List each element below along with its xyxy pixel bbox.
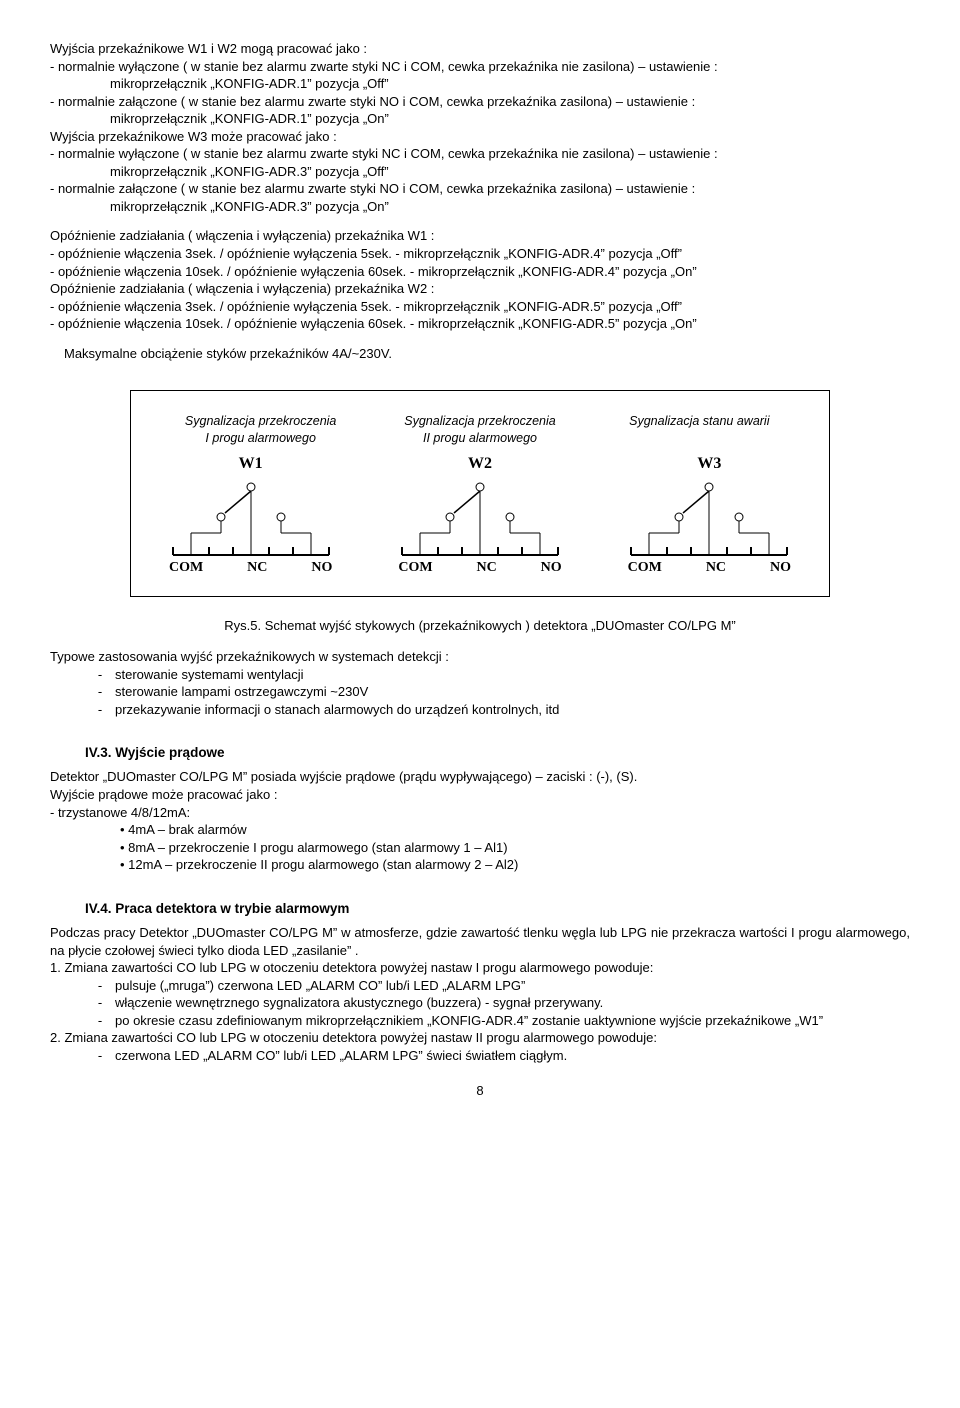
section-heading-iv3: IV.3. Wyjście prądowe bbox=[50, 744, 910, 762]
list-item: pulsuje („mruga”) czerwona LED „ALARM CO… bbox=[115, 978, 525, 993]
text: 2. Zmiana zawartości CO lub LPG w otocze… bbox=[50, 1029, 910, 1047]
terminal-nc: NC bbox=[247, 559, 267, 578]
terminal-nc: NC bbox=[476, 559, 496, 578]
diagram-label-3: Sygnalizacja stanu awarii bbox=[590, 413, 809, 447]
list-item: czerwona LED „ALARM CO” lub/i LED „ALARM… bbox=[115, 1048, 567, 1063]
relay-schematic-icon bbox=[390, 477, 570, 557]
text: - opóźnienie włączenia 10sek. / opóźnien… bbox=[50, 263, 910, 281]
list-item: sterowanie systemami wentylacji bbox=[115, 667, 304, 682]
text: 1. Zmiana zawartości CO lub LPG w otocze… bbox=[50, 959, 910, 977]
text: Sygnalizacja stanu awarii bbox=[629, 414, 769, 428]
relay-title: W2 bbox=[380, 453, 579, 475]
terminal-com: COM bbox=[398, 559, 432, 578]
typical-list: sterowanie systemami wentylacji sterowan… bbox=[50, 666, 910, 719]
list-item: przekazywanie informacji o stanach alarm… bbox=[115, 702, 559, 717]
text: Wyjścia przekaźnikowe W3 może pracować j… bbox=[50, 128, 910, 146]
relay-schematic-icon bbox=[619, 477, 799, 557]
text: - normalnie wyłączone ( w stanie bez ala… bbox=[50, 58, 910, 76]
alarm2-list: czerwona LED „ALARM CO” lub/i LED „ALARM… bbox=[50, 1047, 910, 1065]
text: - opóźnienie włączenia 10sek. / opóźnien… bbox=[50, 315, 910, 333]
diagram-label-2: Sygnalizacja przekroczenia II progu alar… bbox=[370, 413, 589, 447]
relay-w1: W1 COM bbox=[151, 453, 350, 577]
list-item: 8mA – przekroczenie I progu alarmowego (… bbox=[128, 840, 507, 855]
delay-config-text: Opóźnienie zadziałania ( włączenia i wył… bbox=[50, 227, 910, 332]
figure-caption: Rys.5. Schemat wyjść stykowych (przekaźn… bbox=[50, 617, 910, 635]
alarm1-list: pulsuje („mruga”) czerwona LED „ALARM CO… bbox=[50, 977, 910, 1030]
relay-title: W1 bbox=[151, 453, 350, 475]
text: Wyjście prądowe może pracować jako : bbox=[50, 786, 910, 804]
relay-config-text: Wyjścia przekaźnikowe W1 i W2 mogą praco… bbox=[50, 40, 910, 215]
terminal-com: COM bbox=[628, 559, 662, 578]
list-item: sterowanie lampami ostrzegawczymi ~230V bbox=[115, 684, 368, 699]
text: - normalnie wyłączone ( w stanie bez ala… bbox=[50, 145, 910, 163]
text: mikroprzełącznik „KONFIG-ADR.1” pozycja … bbox=[50, 75, 910, 93]
text: I progu alarmowego bbox=[205, 431, 315, 445]
relay-title: W3 bbox=[610, 453, 809, 475]
terminal-com: COM bbox=[169, 559, 203, 578]
text: Opóźnienie zadziałania ( włączenia i wył… bbox=[50, 280, 910, 298]
list-item: po okresie czasu zdefiniowanym mikroprze… bbox=[115, 1013, 823, 1028]
text: - opóźnienie włączenia 3sek. / opóźnieni… bbox=[50, 298, 910, 316]
terminal-no: NO bbox=[311, 559, 332, 578]
text: Detektor „DUOmaster CO/LPG M” posiada wy… bbox=[50, 768, 910, 786]
text: mikroprzełącznik „KONFIG-ADR.3” pozycja … bbox=[50, 198, 910, 216]
text: Podczas pracy Detektor „DUOmaster CO/LPG… bbox=[50, 924, 910, 959]
text: - normalnie załączone ( w stanie bez ala… bbox=[50, 93, 910, 111]
text: mikroprzełącznik „KONFIG-ADR.3” pozycja … bbox=[50, 163, 910, 181]
max-load-text: Maksymalne obciążenie styków przekaźnikó… bbox=[64, 345, 910, 363]
list-item: 4mA – brak alarmów bbox=[128, 822, 247, 837]
list-item: 12mA – przekroczenie II progu alarmowego… bbox=[128, 857, 518, 872]
relay-w2: W2 COM bbox=[380, 453, 579, 577]
text: Opóźnienie zadziałania ( włączenia i wył… bbox=[50, 227, 910, 245]
diagram-label-1: Sygnalizacja przekroczenia I progu alarm… bbox=[151, 413, 370, 447]
terminal-nc: NC bbox=[706, 559, 726, 578]
terminal-no: NO bbox=[770, 559, 791, 578]
list-item: włączenie wewnętrznego sygnalizatora aku… bbox=[115, 995, 603, 1010]
text: - normalnie załączone ( w stanie bez ala… bbox=[50, 180, 910, 198]
text: mikroprzełącznik „KONFIG-ADR.1” pozycja … bbox=[50, 110, 910, 128]
text: Sygnalizacja przekroczenia bbox=[185, 414, 336, 428]
text: II progu alarmowego bbox=[423, 431, 537, 445]
page-number: 8 bbox=[50, 1082, 910, 1100]
current-states-list: 4mA – brak alarmów 8mA – przekroczenie I… bbox=[50, 821, 910, 874]
typical-intro: Typowe zastosowania wyjść przekaźnikowyc… bbox=[50, 648, 910, 666]
text: Sygnalizacja przekroczenia bbox=[404, 414, 555, 428]
text: Wyjścia przekaźnikowe W1 i W2 mogą praco… bbox=[50, 40, 910, 58]
text: - opóźnienie włączenia 3sek. / opóźnieni… bbox=[50, 245, 910, 263]
terminal-no: NO bbox=[541, 559, 562, 578]
section-heading-iv4: IV.4. Praca detektora w trybie alarmowym bbox=[50, 900, 910, 918]
text: - trzystanowe 4/8/12mA: bbox=[50, 804, 910, 822]
relay-diagram: Sygnalizacja przekroczenia I progu alarm… bbox=[130, 390, 830, 596]
relay-schematic-icon bbox=[161, 477, 341, 557]
relay-w3: W3 COM bbox=[610, 453, 809, 577]
